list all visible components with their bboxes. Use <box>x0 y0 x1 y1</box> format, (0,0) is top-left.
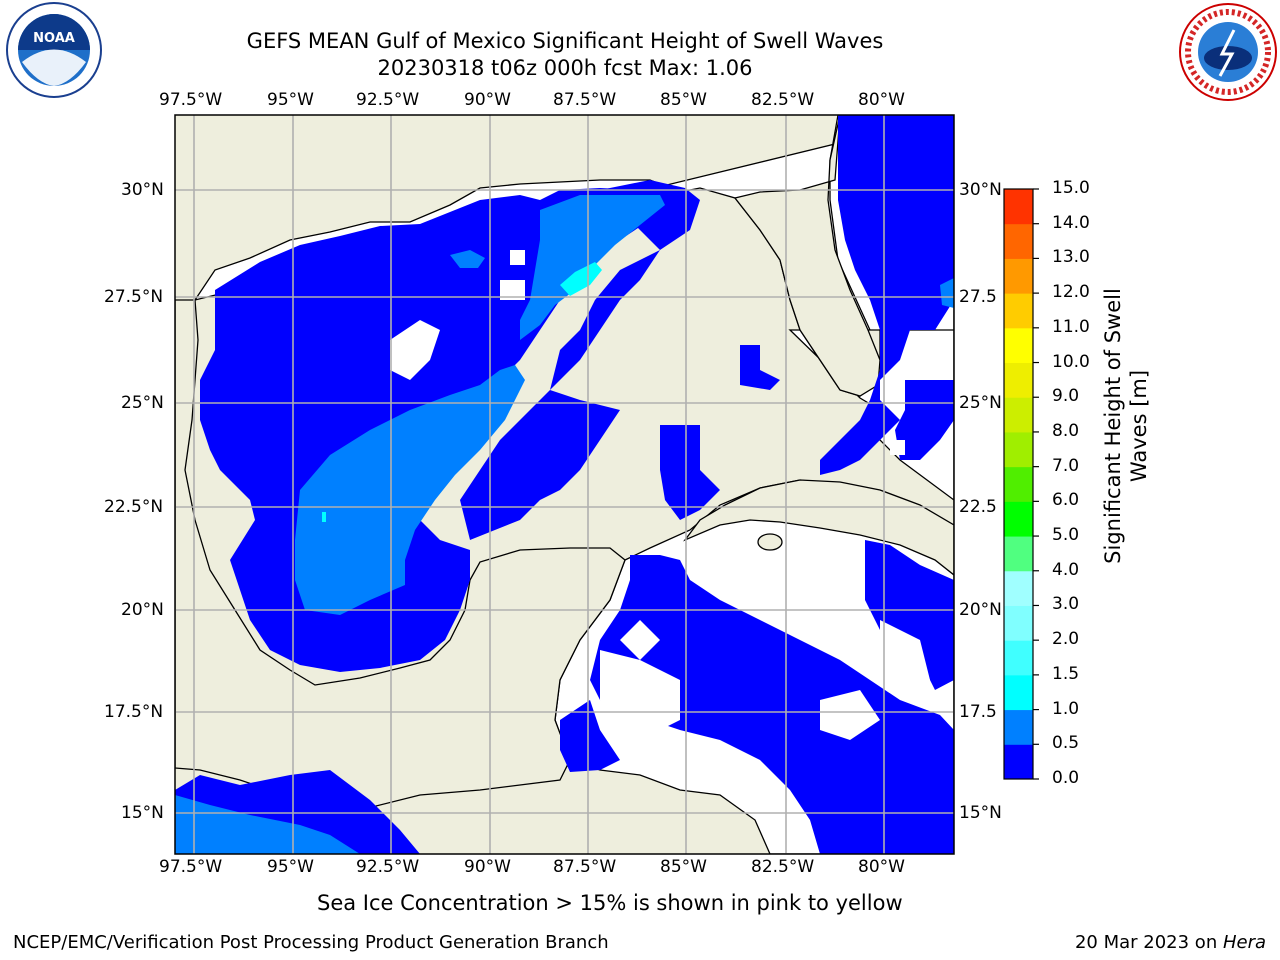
lon-label: 87.5°W <box>553 90 617 110</box>
cuba <box>683 479 954 576</box>
lon-label: 82.5°W <box>751 857 815 877</box>
lat-label: 22.5 <box>959 497 997 517</box>
colorbar-tick-label: 14.0 <box>1052 212 1090 233</box>
lat-label: 25°N <box>959 393 1002 413</box>
swell-none-patches <box>500 250 930 740</box>
colorbar-tick-label: 2.0 <box>1052 629 1080 650</box>
mexico-land <box>175 299 626 811</box>
colorbar-segment <box>1004 223 1033 259</box>
colorbar-tick-label: 3.0 <box>1052 594 1080 615</box>
colorbar-tick-label: 0.5 <box>1052 733 1080 754</box>
lon-label: 90°W <box>464 857 511 877</box>
colorbar-segment <box>1004 327 1033 364</box>
colorbar-segment <box>1004 431 1033 468</box>
footer-branch: NCEP/EMC/Verification Post Processing Pr… <box>13 932 609 953</box>
lat-label: 15°N <box>959 803 1002 823</box>
colorbar-tick-label: 5.0 <box>1052 525 1080 546</box>
lat-label: 30°N <box>121 180 164 200</box>
lat-label: 15°N <box>121 803 164 823</box>
colorbar-tick-label: 11.0 <box>1052 316 1090 337</box>
noaa-logo-text: NOAA <box>33 31 75 46</box>
lat-label: 17.5°N <box>104 702 164 722</box>
lon-label: 95°W <box>267 857 314 877</box>
colorbar-tick-label: 9.0 <box>1052 386 1080 407</box>
colorbar-tick-label: 13.0 <box>1052 247 1090 268</box>
lon-label: 87.5°W <box>553 857 617 877</box>
lon-label: 80°W <box>858 90 905 110</box>
colorbar-tick-label: 10.0 <box>1052 351 1090 372</box>
colorbar-segment <box>1004 605 1033 641</box>
colorbar-segment <box>1004 536 1033 572</box>
colorbar-label-line1: Significant Height of Swell <box>1101 288 1125 564</box>
lon-label: 97.5°W <box>159 857 223 877</box>
colorbar-segment <box>1004 466 1033 502</box>
isla-juventud <box>757 533 783 551</box>
colorbar-segment <box>1004 397 1033 433</box>
lon-label: 92.5°W <box>356 857 420 877</box>
colorbar-tick-label: 8.0 <box>1052 420 1080 441</box>
lon-label: 97.5°W <box>159 90 223 110</box>
colorbar-label: Significant Height of Swell Waves [m] <box>1100 216 1152 636</box>
colorbar-tick-label: 4.0 <box>1052 559 1080 580</box>
footer-host: Hera <box>1222 932 1266 953</box>
lat-label: 25°N <box>121 393 164 413</box>
chart-title: GEFS MEAN Gulf of Mexico Significant Hei… <box>246 29 884 53</box>
colorbar-segment <box>1004 744 1033 780</box>
lat-label: 27.5 <box>959 287 997 307</box>
noaa-logo: NOAA <box>6 2 102 98</box>
footer-date: 20 Mar 2023 on Hera <box>1075 932 1266 953</box>
footer-date-text: 20 Mar 2023 on <box>1074 932 1223 953</box>
lat-label: 22.5°N <box>104 497 164 517</box>
lon-label: 90°W <box>464 90 511 110</box>
colorbar-tick-label: 0.0 <box>1052 768 1080 788</box>
swell-high-region <box>560 262 602 296</box>
lon-label: 95°W <box>267 90 314 110</box>
colorbar-segment <box>1004 674 1033 711</box>
lat-label: 20°N <box>959 600 1002 620</box>
lat-label: 30°N <box>959 180 1002 200</box>
colorbar-segment <box>1004 293 1033 329</box>
lon-label: 92.5°W <box>356 90 420 110</box>
swell-high-speck <box>322 512 326 522</box>
colorbar-segment <box>1004 258 1033 294</box>
lat-label: 17.5 <box>959 702 997 722</box>
lon-label: 85°W <box>660 90 707 110</box>
colorbar-tick-label: 6.0 <box>1052 490 1080 511</box>
colorbar-frame <box>1003 188 1034 780</box>
lat-label: 27.5°N <box>104 287 164 307</box>
colorbar-tick-label: 12.0 <box>1052 282 1090 303</box>
chart-subtitle: 20230318 t06z 000h fcst Max: 1.06 <box>377 56 753 80</box>
colorbar-segment <box>1004 640 1033 676</box>
map-gridlines <box>175 115 954 854</box>
colorbar-tick-label: 1.0 <box>1052 698 1080 719</box>
lat-label: 20°N <box>121 600 164 620</box>
lon-label: 82.5°W <box>751 90 815 110</box>
colorbar-segment <box>1004 189 1033 225</box>
sea-ice-note: Sea Ice Concentration > 15% is shown in … <box>317 891 903 915</box>
lon-label: 80°W <box>858 857 905 877</box>
colorbar-segment <box>1004 362 1033 398</box>
colorbar-tick-label: 15.0 <box>1052 178 1090 198</box>
nws-logo <box>1179 3 1277 101</box>
lon-label: 85°W <box>660 857 707 877</box>
colorbar-tick-label: 1.5 <box>1052 663 1080 684</box>
colorbar <box>1003 188 1039 780</box>
colorbar-segment <box>1004 570 1033 606</box>
colorbar-label-line2: Waves [m] <box>1127 369 1151 483</box>
colorbar-segment <box>1004 501 1033 537</box>
florida <box>733 115 881 397</box>
colorbar-tick-label: 7.0 <box>1052 455 1080 476</box>
map-frame <box>174 114 955 855</box>
colorbar-segment <box>1004 709 1033 745</box>
